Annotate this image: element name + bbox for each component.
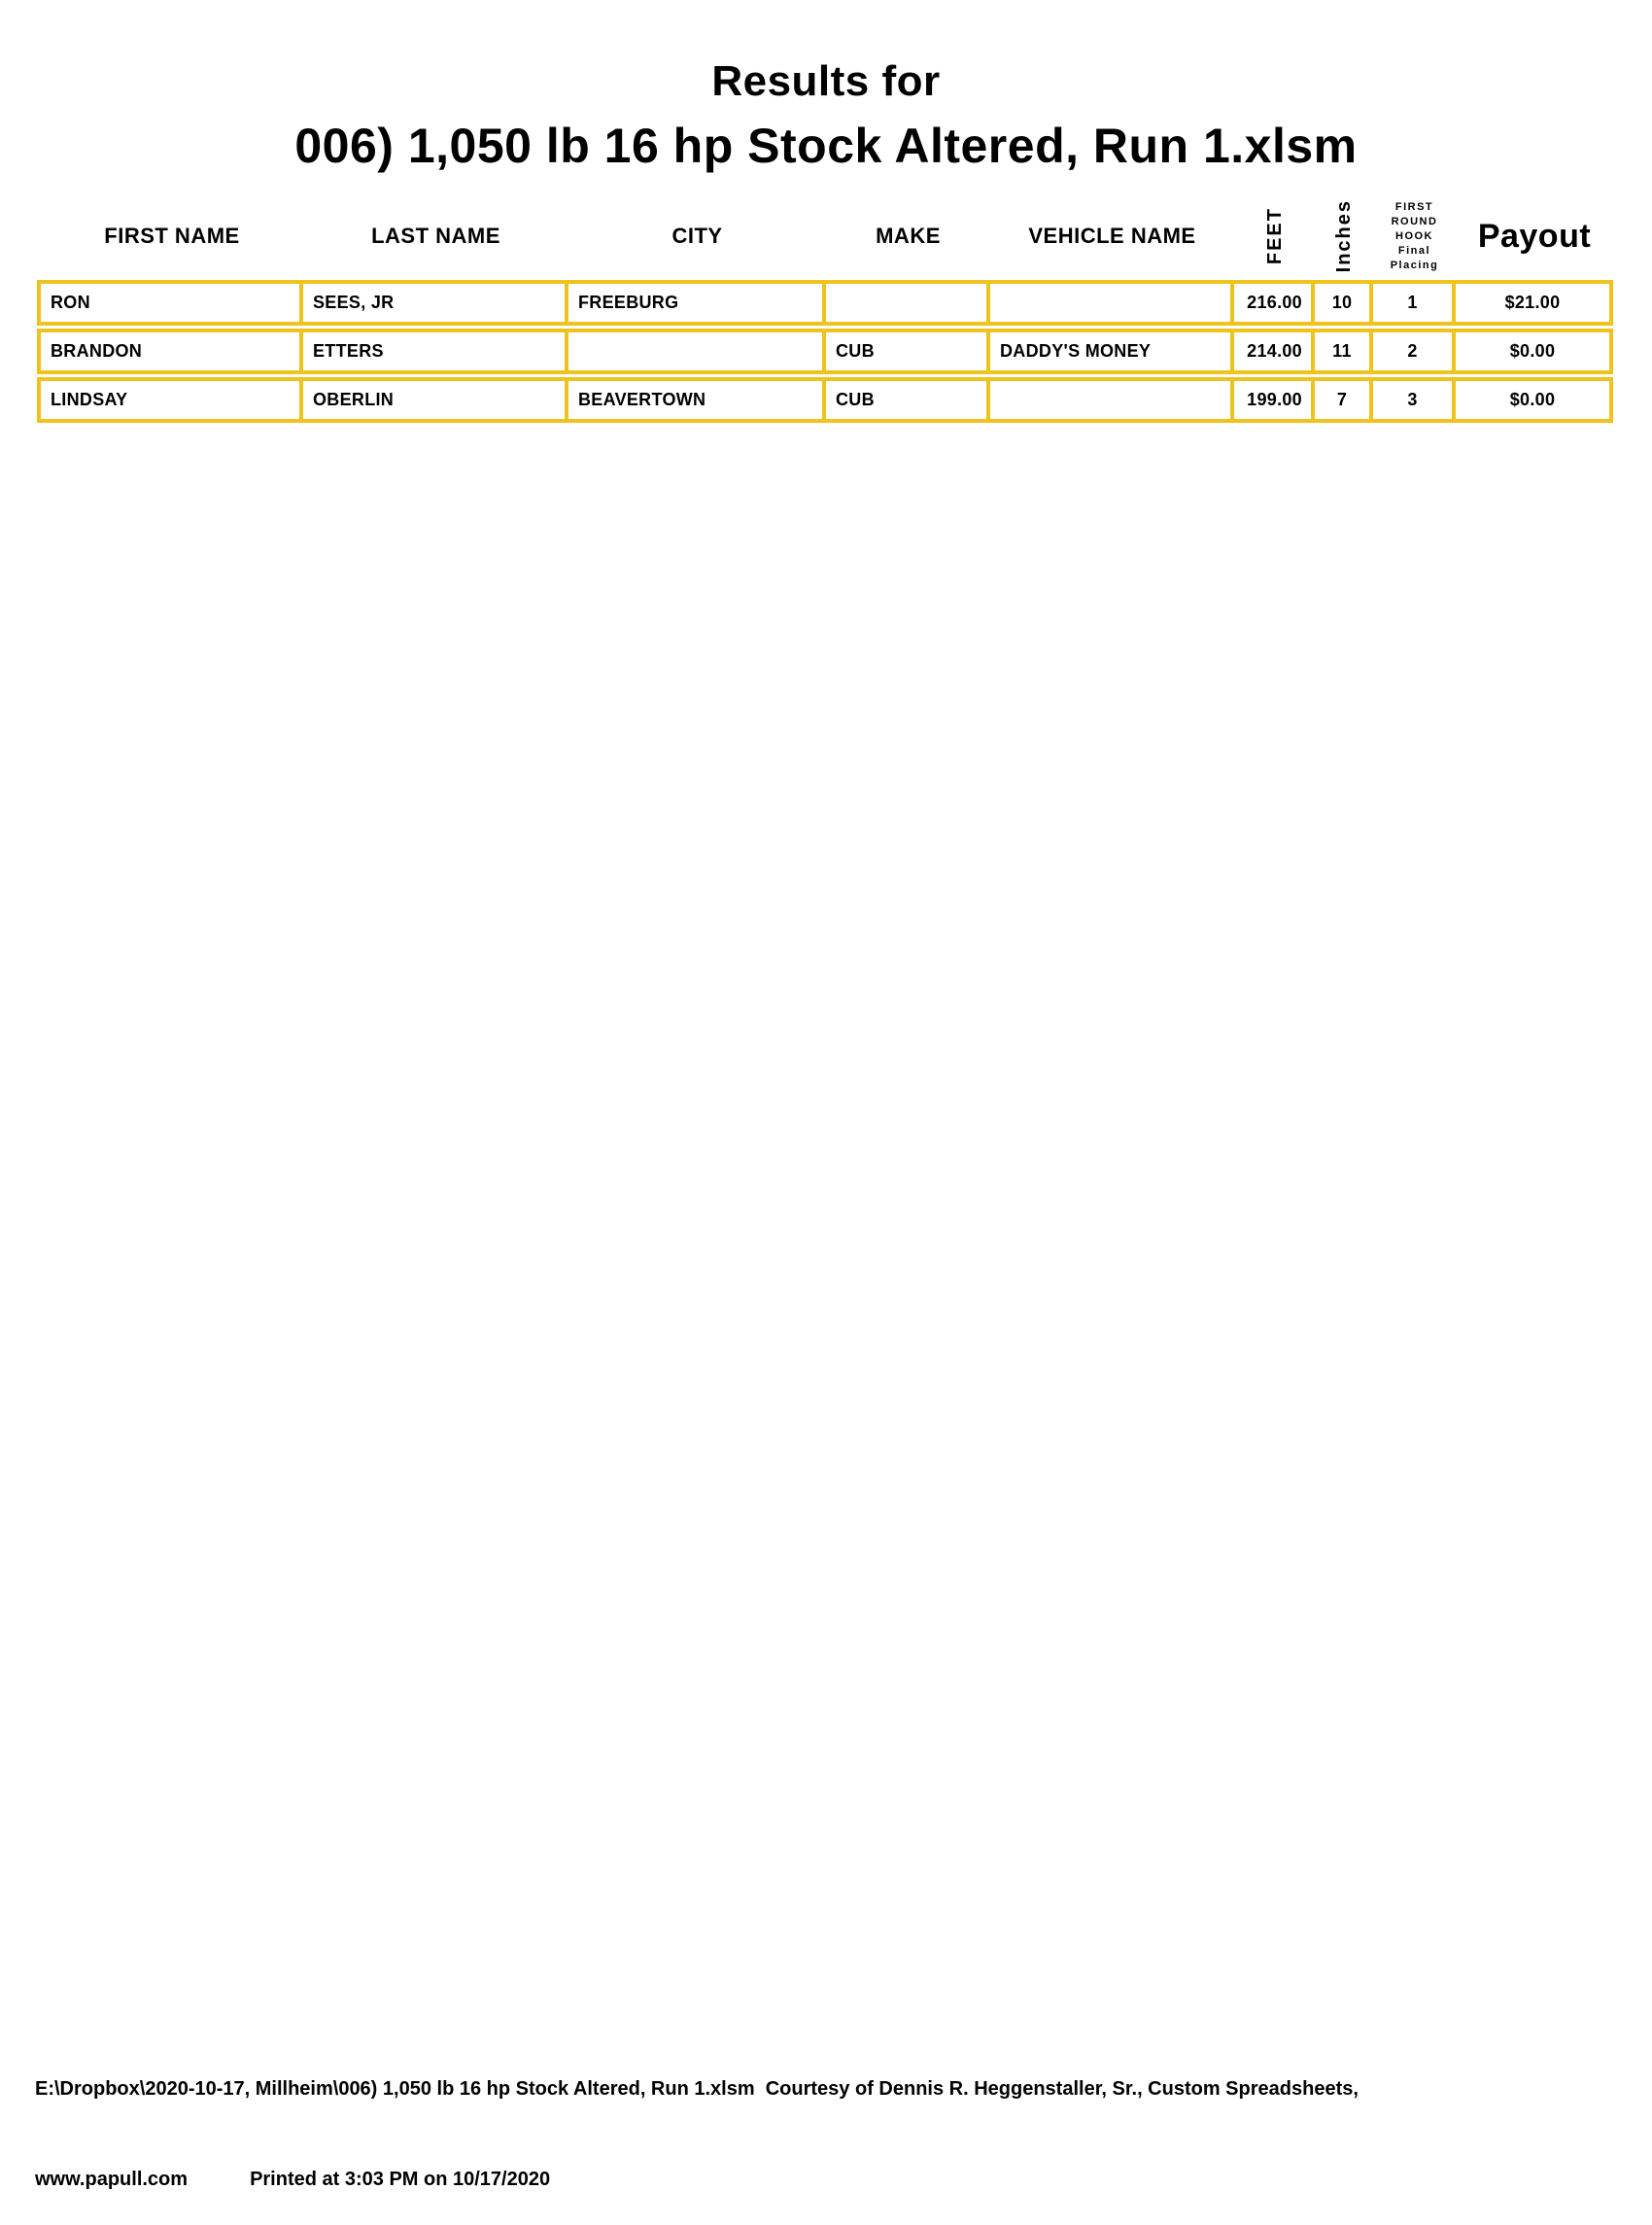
- column-header-label: LAST NAME: [371, 224, 500, 248]
- column-header-make: MAKE: [826, 192, 990, 280]
- cell-last-name: ETTERS: [303, 332, 568, 370]
- cell-city: [568, 332, 826, 370]
- report-title-block: Results for 006) 1,050 lb 16 hp Stock Al…: [0, 56, 1652, 175]
- cell-payout: $21.00: [1504, 293, 1561, 312]
- cell-last-name: OBERLIN: [303, 381, 568, 419]
- cell-vehicle-name: DADDY'S MONEY: [990, 332, 1234, 370]
- cell-make: CUB: [826, 332, 990, 370]
- cell-final-placing: 3: [1373, 381, 1456, 419]
- column-header-feet: FEET: [1234, 192, 1315, 280]
- cell-first-name: RON: [41, 284, 303, 322]
- cell-inches: 10: [1315, 284, 1373, 322]
- cell-vehicle-name: [990, 381, 1234, 419]
- cell-city: BEAVERTOWN: [568, 381, 826, 419]
- cell-final-placing: 1: [1373, 284, 1456, 322]
- column-header-label-rotated: FEET: [1263, 207, 1286, 265]
- cell-feet: 214.00: [1234, 332, 1315, 370]
- cell-first-name: LINDSAY: [41, 381, 303, 419]
- cell-city: FREEBURG: [568, 284, 826, 322]
- cell-feet: 216.00: [1234, 284, 1315, 322]
- table-body: RON SEES, JR FREEBURG 216.00 10 1 $21.00…: [37, 280, 1613, 423]
- column-header-inches: Inches: [1315, 192, 1373, 280]
- report-subtitle-filename: 006) 1,050 lb 16 hp Stock Altered, Run 1…: [294, 119, 1358, 173]
- column-header-label: MAKE: [876, 224, 941, 248]
- footer-printed-line: www.papull.com Printed at 3:03 PM on 10/1…: [35, 2165, 1629, 2195]
- cell-make: CUB: [826, 381, 990, 419]
- column-header-label: VEHICLE NAME: [1028, 224, 1196, 248]
- footer-file-path-line: E:\Dropbox\2020-10-17, Millheim\006) 1,0…: [35, 2078, 1359, 2100]
- column-header-last-name: LAST NAME: [303, 192, 568, 280]
- column-header-city: CITY: [568, 192, 826, 280]
- column-header-label: Payout: [1477, 217, 1592, 255]
- cell-payout: $0.00: [1509, 390, 1556, 409]
- column-header-first-round-hook-final-placing: FIRST ROUND HOOK Final Placing: [1373, 192, 1456, 280]
- cell-vehicle-name: [990, 284, 1234, 322]
- cell-feet: 199.00: [1234, 381, 1315, 419]
- footer-website: www.papull.com: [35, 2169, 189, 2190]
- column-header-vehicle-name: VEHICLE NAME: [990, 192, 1234, 280]
- column-header-label: CITY: [671, 224, 723, 248]
- report-title: Results for: [711, 57, 941, 105]
- page-footer: E:\Dropbox\2020-10-17, Millheim\006) 1,0…: [35, 2014, 1629, 2225]
- table-row: LINDSAY OBERLIN BEAVERTOWN CUB 199.00 7 …: [37, 377, 1613, 423]
- cell-final-placing: 2: [1373, 332, 1456, 370]
- table-header-row: FIRST NAME LAST NAME CITY MAKE VEHICLE N…: [37, 192, 1613, 280]
- footer-printed-timestamp: Printed at 3:03 PM on 10/17/2020: [250, 2169, 551, 2190]
- table-row: BRANDON ETTERS CUB DADDY'S MONEY 214.00 …: [37, 329, 1613, 374]
- results-table: FIRST NAME LAST NAME CITY MAKE VEHICLE N…: [37, 192, 1613, 426]
- cell-last-name: SEES, JR: [303, 284, 568, 322]
- column-header-payout: Payout: [1456, 192, 1613, 280]
- column-header-line: HOOK: [1395, 229, 1433, 242]
- cell-first-name: BRANDON: [41, 332, 303, 370]
- cell-payout: $0.00: [1509, 341, 1556, 361]
- table-row: RON SEES, JR FREEBURG 216.00 10 1 $21.00: [37, 280, 1613, 326]
- column-header-first-name: FIRST NAME: [41, 192, 303, 280]
- column-header-line: FIRST ROUND: [1391, 200, 1438, 227]
- cell-make: [826, 284, 990, 322]
- cell-inches: 11: [1315, 332, 1373, 370]
- column-header-label-rotated: Inches: [1333, 199, 1355, 273]
- column-header-label: FIRST NAME: [104, 224, 240, 248]
- column-header-line: Final Placing: [1390, 244, 1439, 271]
- cell-inches: 7: [1315, 381, 1373, 419]
